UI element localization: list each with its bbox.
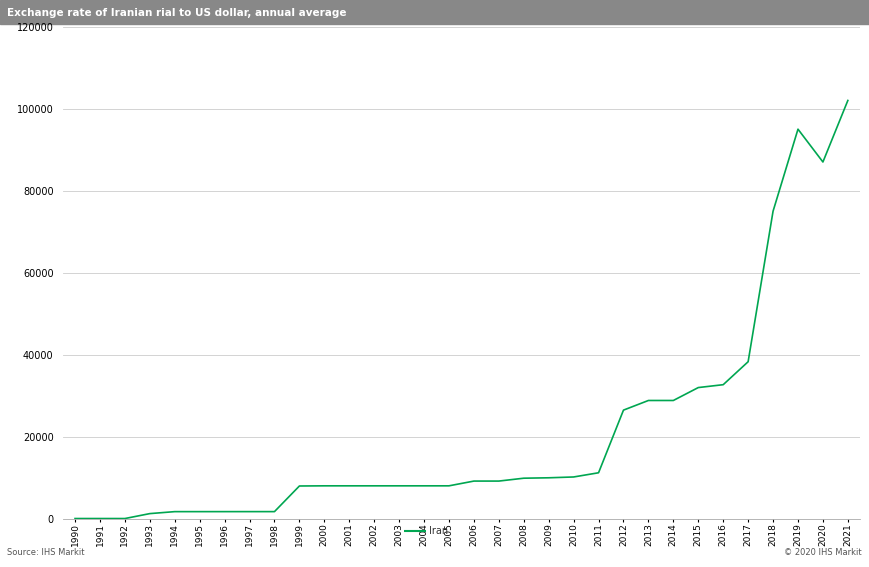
Text: Source: IHS Markit: Source: IHS Markit bbox=[7, 548, 84, 557]
Text: © 2020 IHS Markit: © 2020 IHS Markit bbox=[785, 548, 862, 557]
Text: Iran: Iran bbox=[429, 526, 448, 536]
Text: Exchange rate of Iranian rial to US dollar, annual average: Exchange rate of Iranian rial to US doll… bbox=[7, 8, 347, 18]
